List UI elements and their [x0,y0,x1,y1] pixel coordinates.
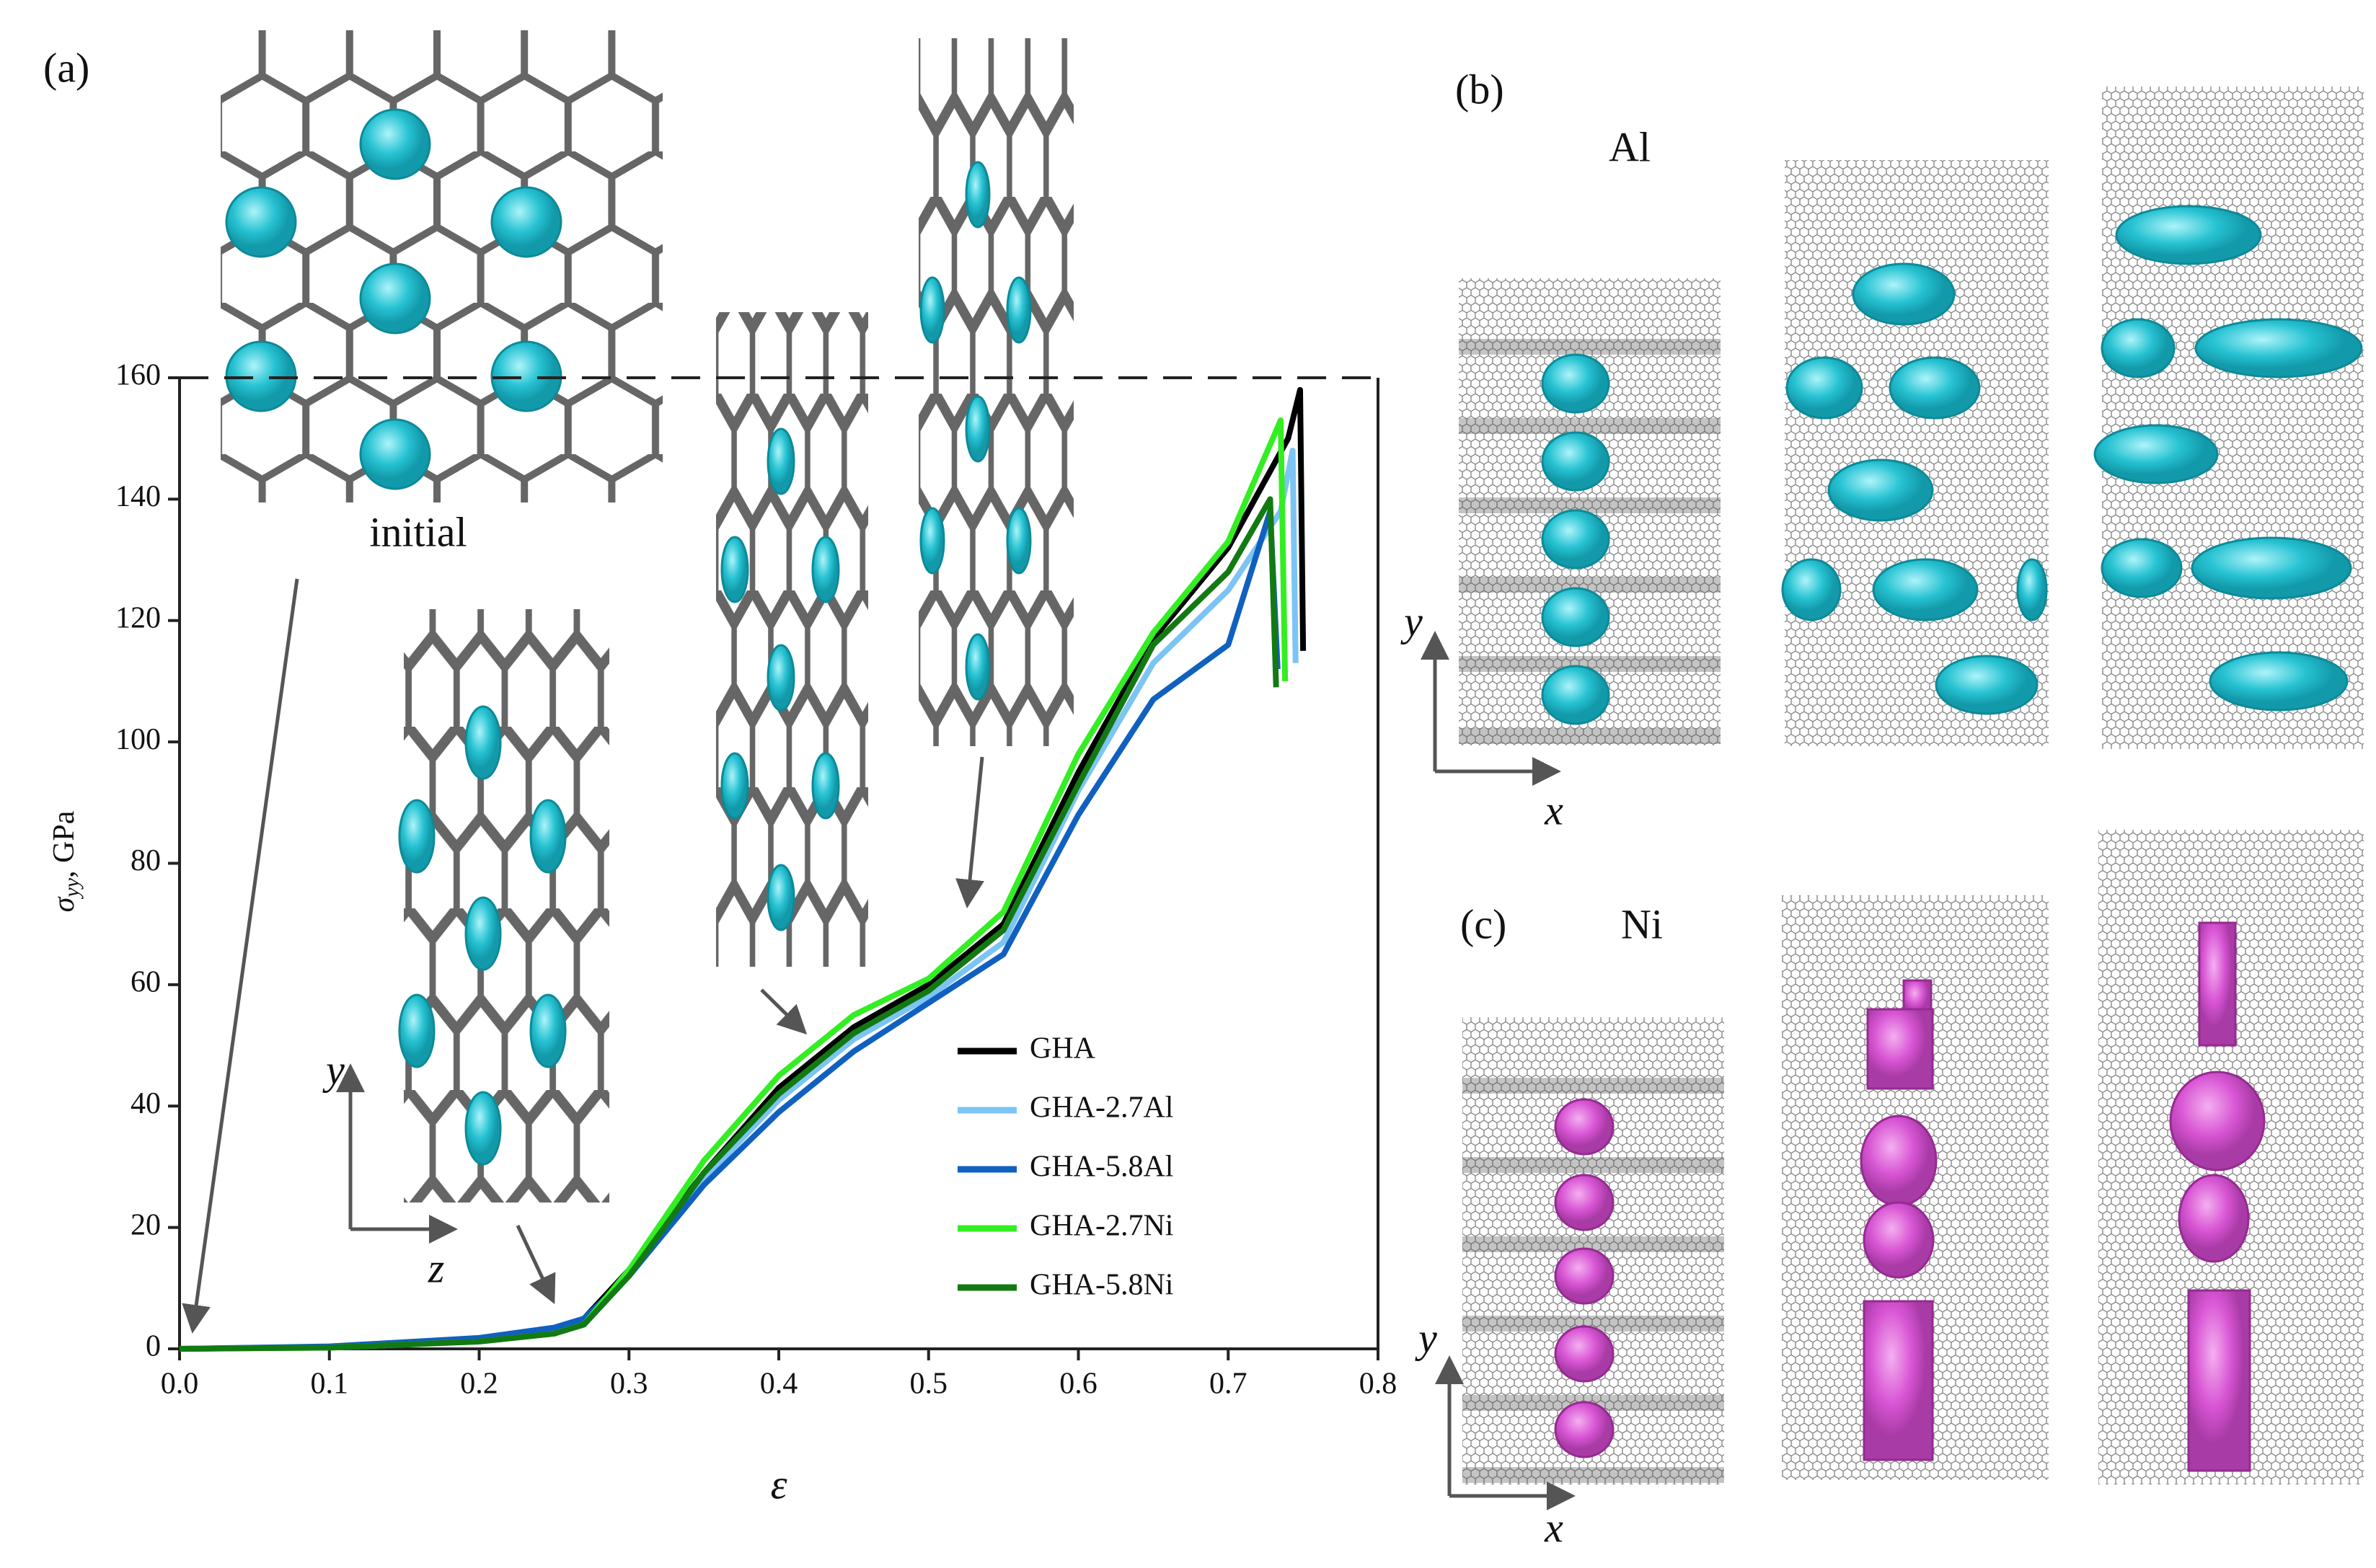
axis-label: y [1400,598,1423,645]
y-title-subscript: yy [60,877,84,899]
x-tick-label: 0.6 [1059,1368,1098,1401]
series-line [179,496,1279,1352]
series-line [179,508,1281,1352]
legend-label: GHA-2.7Ni [1030,1210,1173,1243]
axis-label: x [1544,1504,1563,1551]
inset-initial [221,30,663,502]
y-tick-label: 160 [115,359,161,392]
inset-strain-1 [398,609,609,1202]
y-tick-label: 120 [115,601,161,634]
x-tick-label: 0.2 [460,1368,498,1401]
panel-c-snapshots [1421,631,2364,1510]
x-axis-title: ε [771,1461,787,1507]
y-tick-label: 0 [146,1330,161,1363]
element-label: Al [1609,123,1651,170]
inset-arrows [182,578,984,1334]
x-tick-label: 0.5 [910,1368,948,1401]
inset-axis-label: z [428,1244,445,1291]
panel-label: (c) [1460,900,1506,947]
y-tick-label: 140 [115,480,161,513]
y-title-unit: , GPa [48,810,81,878]
axis-label: x [1544,787,1563,833]
y-tick-label: 20 [131,1208,161,1241]
y-title-symbol: σ [48,895,81,912]
x-tick-label: 0.4 [760,1368,798,1401]
y-tick-label: 40 [131,1087,161,1120]
y-tick-label: 80 [131,844,161,877]
x-tick-label: 0.3 [610,1368,648,1401]
inset-axis-label: y [322,1046,345,1093]
legend-label: GHA-2.7Al [1030,1091,1173,1125]
y-tick-label: 60 [131,966,161,999]
legend-label: GHA [1030,1032,1096,1066]
inset-strain-3 [919,38,1074,746]
y-axis-title: σyy, GPa [48,810,84,912]
panel-label: (b) [1455,66,1504,112]
axis-label: y [1415,1314,1437,1361]
x-tick-label: 0.1 [311,1368,349,1401]
legend-label: GHA-5.8Ni [1030,1269,1173,1302]
x-tick-label: 0.7 [1209,1368,1247,1401]
panel-b-snapshots [1459,87,2364,749]
inset-strain-2 [716,312,868,967]
x-tick-label: 0.0 [161,1368,199,1401]
element-label: Ni [1621,900,1663,947]
y-tick-label: 100 [115,723,161,756]
inset-label: initial [369,508,467,555]
legend-label: GHA-5.8Al [1030,1151,1173,1184]
panel-label: (a) [43,44,89,91]
x-tick-label: 0.8 [1359,1368,1397,1401]
